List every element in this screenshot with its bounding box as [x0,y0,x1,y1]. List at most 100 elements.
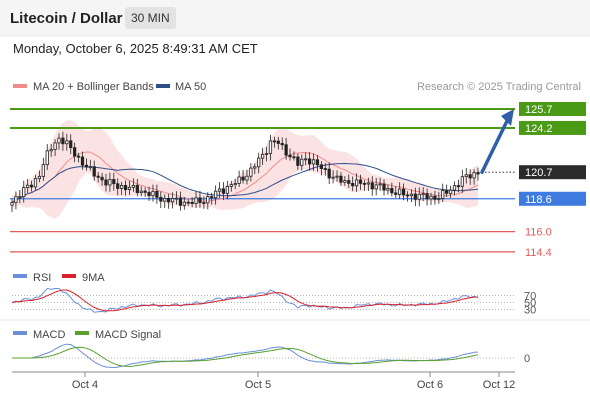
forecast-arrow-head [501,108,514,126]
candle [253,163,257,175]
candle [155,184,159,204]
legend-macd-signal-swatch [75,331,89,335]
candle [49,143,53,157]
candle [61,131,65,151]
candle-body [182,201,186,206]
candle-body [80,156,85,166]
x-axis-tick-label: Oct 12 [483,379,515,391]
legend-macd-swatch [13,331,27,335]
candle-body [229,184,233,187]
candle [167,193,171,209]
candle [284,137,288,160]
candle [398,182,402,199]
resistance-label: 125.7 [525,104,553,116]
candle-body [390,187,394,194]
candle-body [413,193,417,200]
candle [327,162,331,185]
header-bar [0,0,590,36]
candle-body [18,196,22,199]
candle-body [409,193,414,197]
candle [382,179,386,196]
candle-body [163,197,167,202]
candle-body [315,159,320,166]
candle-body [464,174,468,178]
candle [354,173,359,192]
candle [311,153,316,171]
candle-body [151,191,155,197]
candle [174,191,179,205]
candle-body [123,185,128,191]
candle [405,191,410,202]
candle-body [131,184,136,188]
candle-body [84,164,89,168]
candle-body [343,180,347,183]
candle-body [452,185,457,191]
resistance-label-box [519,101,586,116]
candle-body [73,147,77,157]
legend-rsi-swatch [13,274,27,278]
candle [472,169,476,185]
candle-body [417,193,421,200]
candle-body [421,193,425,196]
candle [370,176,374,196]
candle [22,180,26,203]
candle [147,186,151,201]
candle [264,146,269,162]
candle-body [358,179,363,184]
candle-body [386,187,390,191]
candle-body [272,140,276,143]
candle-body [339,175,343,183]
interval-button[interactable]: 30 MIN [125,7,176,29]
candle [417,187,421,207]
candle-body [112,179,116,185]
candle-body [186,201,190,204]
candle [76,152,81,163]
candle [300,154,304,171]
candle [386,184,390,195]
candle-body [29,184,34,188]
candle [73,142,77,163]
instrument-title: Litecoin / Dollar [10,10,123,27]
candle-body [217,188,222,192]
candle-body [190,201,194,204]
candle [151,184,155,202]
candle-body [456,185,461,188]
candle-body [264,153,269,155]
candle-body [206,196,210,204]
candle [323,162,327,176]
legend-macd-label: MACD [33,329,65,341]
candle-body [382,183,386,191]
candle-body [143,190,147,193]
rsi-9ma-line [11,289,479,312]
candle-body [57,137,61,144]
candle [261,147,265,165]
candle-body [92,166,96,177]
candle [170,192,175,209]
candle-body [300,158,304,166]
candle-body [261,153,265,159]
candle [476,167,480,181]
candle [307,151,312,171]
candle [225,180,229,200]
candle [159,191,163,208]
candle-body [257,157,261,168]
candle [335,170,339,182]
candle [378,177,382,191]
candle-body [441,190,445,199]
candle-body [405,194,410,197]
candle [37,170,42,183]
candle-body [61,137,65,145]
legend-ma50-swatch [156,84,170,88]
candle-body [116,183,120,189]
credit-label: Research © 2025 Trading Central [417,81,581,93]
candle-body [139,190,143,194]
candle [127,180,132,195]
candle-body [104,179,108,186]
candle [249,163,253,182]
support-label: 118.6 [525,194,552,206]
candle-body [460,176,464,187]
candle [276,136,280,150]
candle [304,152,308,166]
candle [331,170,335,184]
